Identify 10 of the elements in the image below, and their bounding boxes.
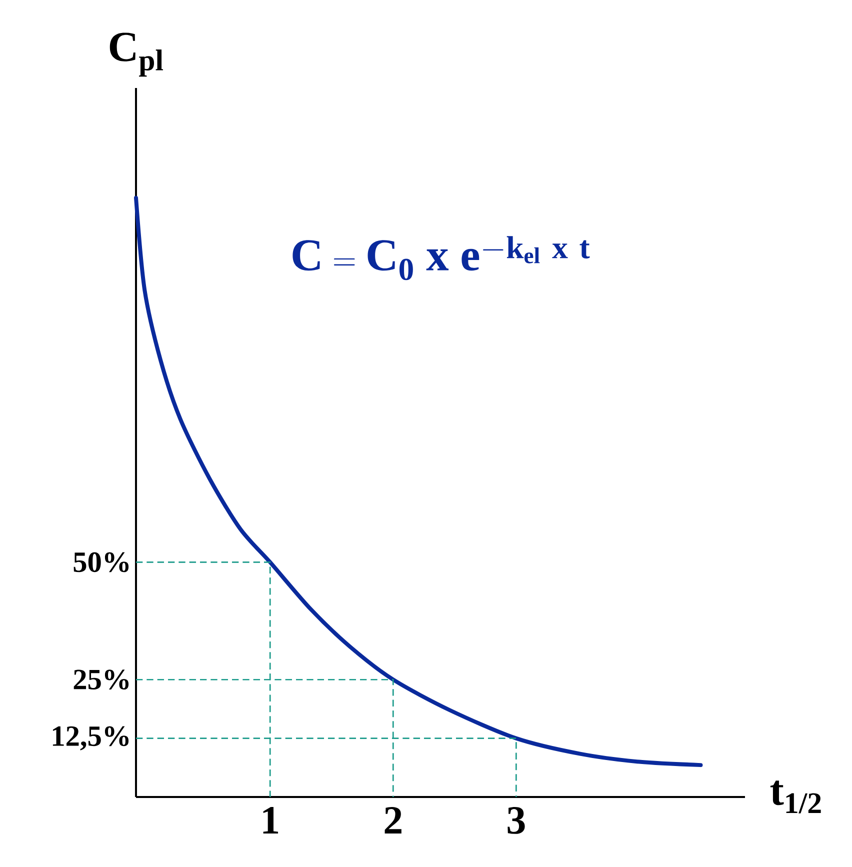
y-axis-title: C$_{pl}$ [110, 32, 163, 77]
x-tick-label: 2 [384, 807, 402, 834]
y-tick-label: 12,5% [52, 726, 129, 750]
y-tick-label: 25% [74, 670, 129, 690]
x-tick-label: 3 [508, 807, 525, 834]
annotation: $\mathbf{C = C_{0}\ x\ e^{-k_{el}\ x\ t}}$ [292, 236, 590, 280]
line-series [134, 196, 703, 768]
x-axis-title: t$_{1/2}$ [770, 780, 821, 814]
y-tick-label: 50% [74, 552, 129, 572]
x-tick-label: 1 [263, 807, 278, 834]
